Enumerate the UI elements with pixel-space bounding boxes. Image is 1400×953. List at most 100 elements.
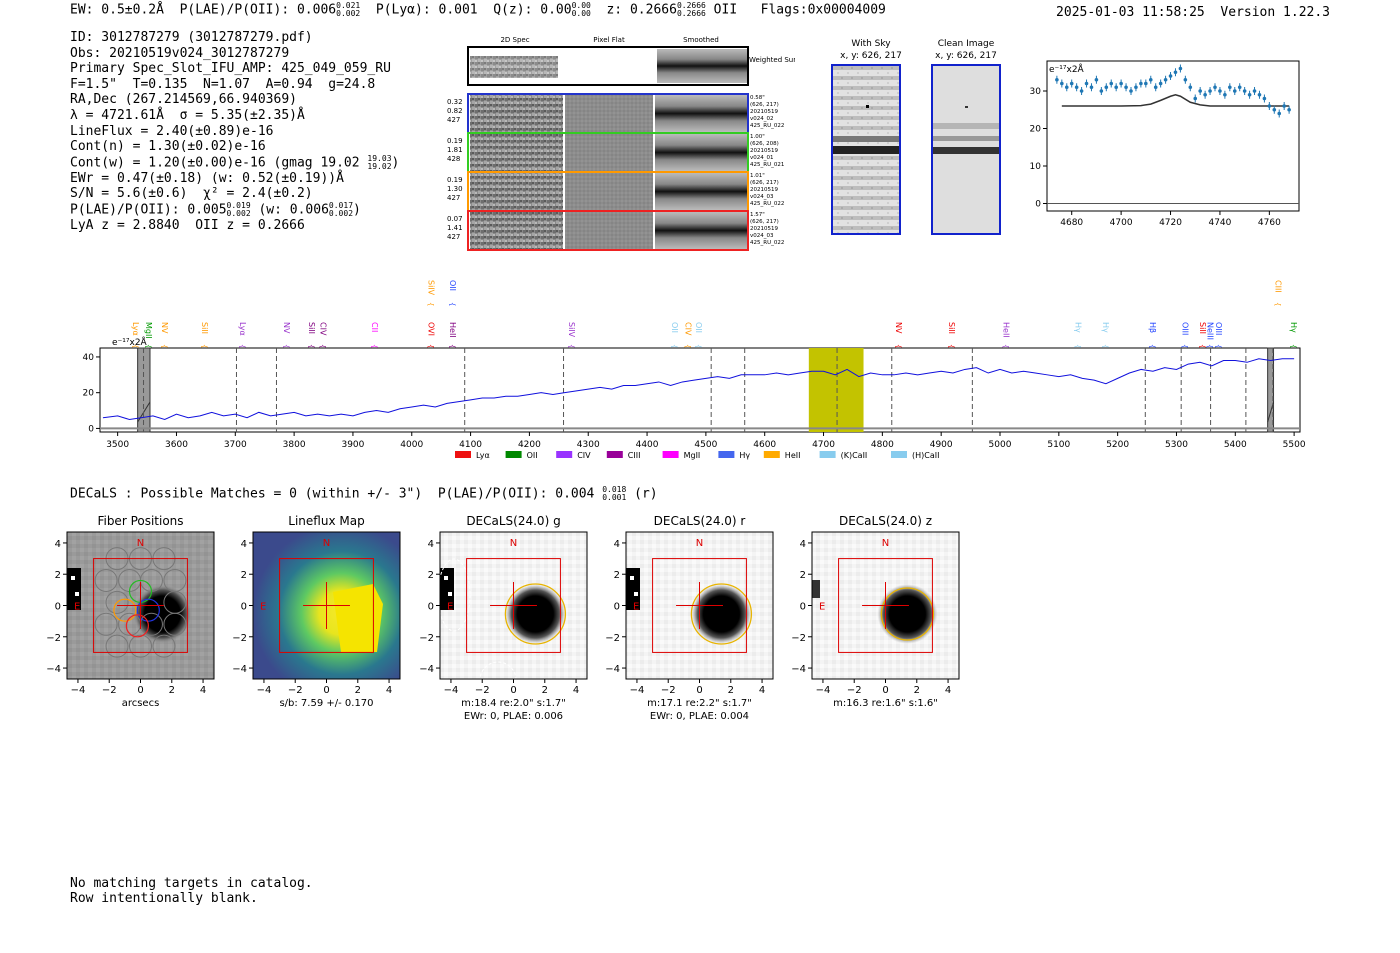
zoom-data-point xyxy=(1257,92,1262,97)
spectrum-xtick-label: 5200 xyxy=(1106,440,1129,450)
target-galaxy xyxy=(691,584,752,644)
zoom-ytick-label: 10 xyxy=(1030,162,1042,172)
panel-title: DECaLS(24.0) g xyxy=(466,514,560,528)
cutout-weight-2: 1.81 xyxy=(447,146,463,154)
header-summary: EW: 0.5±0.2Å P(LAE)/P(OII): 0.0060.021 0.… xyxy=(70,2,886,18)
z-value: z: 0.2666 xyxy=(606,2,677,18)
zoom-data-point xyxy=(1055,77,1059,82)
cutout-smoothed xyxy=(655,95,747,132)
spectrum-xtick-label: 3500 xyxy=(106,440,129,450)
zoom-data-point xyxy=(1252,89,1257,93)
line-label-brace: { xyxy=(426,344,434,348)
fiber-outline xyxy=(152,634,176,658)
neighbour-star xyxy=(626,568,640,610)
line-label-brace: { xyxy=(448,302,456,306)
fiber-outline xyxy=(163,612,187,636)
zoom-ytick-label: 0 xyxy=(1035,200,1041,210)
panel-ytick-label: 4 xyxy=(241,539,247,550)
zoom-data-point xyxy=(1223,92,1227,97)
panel-ytick-label: 4 xyxy=(800,539,806,550)
line-label-brace: { xyxy=(1073,344,1081,348)
qz-value: Q(z): 0.00 xyxy=(493,2,572,18)
weighted-sum-row: Weighted Sum xyxy=(467,46,795,86)
zoom-data-point xyxy=(1158,81,1163,86)
imaging-panels: Fiber Positions N E −4 −4 −2 −2 0 0 2 2 4 4 arcsecs Li… xyxy=(46,514,960,722)
footer-line-2: Row intentionally blank. xyxy=(70,891,258,906)
panel-ytick-label: 0 xyxy=(800,602,806,613)
panel-xtick-label: −4 xyxy=(71,685,86,696)
cutout-smoothed xyxy=(655,212,747,249)
weighted-sum-label: Weighted Sum xyxy=(749,56,795,64)
legend-label: HeII xyxy=(785,451,801,460)
cutout-stamp-2: (626, 217) xyxy=(750,102,779,108)
zoom-data-point xyxy=(1262,96,1267,101)
panel-xtick-label: −4 xyxy=(444,685,459,696)
line-label-Hγ: Hγ xyxy=(1289,322,1298,333)
line-label-brace: { xyxy=(144,344,152,348)
line-label-Hγ: Hγ xyxy=(1101,322,1110,333)
line-label-OII: OII xyxy=(448,280,457,291)
timestamp-version: 2025-01-03 11:58:25 Version 1.22.3 xyxy=(1056,5,1330,20)
zoom-fit-curve xyxy=(1061,93,1290,107)
cutout-stamp-2: (626, 217) xyxy=(750,180,779,186)
spectrum-units-label: e⁻¹⁷x2Å xyxy=(112,336,148,348)
image-panel: DECaLS(24.0) g N E −4 −4 −2 −2 0 0 2 2 4 4 m:18.4 re:… xyxy=(419,514,588,722)
line-label-CIV: CIV xyxy=(683,322,692,336)
panel-xtick-label: 0 xyxy=(323,685,329,696)
search-box xyxy=(93,558,188,653)
spectrum-xtick-label: 4300 xyxy=(577,440,600,450)
line-label-brace: { xyxy=(1206,344,1214,348)
cutout-weight-1: 0.07 xyxy=(447,215,463,223)
panel-xtick-label: 0 xyxy=(137,685,143,696)
north-label: N xyxy=(696,538,703,549)
timestamp: 2025-01-03 11:58:25 xyxy=(1056,5,1205,20)
flags-value: Flags:0x00004009 xyxy=(760,2,886,18)
line-label-brace: { xyxy=(683,344,691,348)
cutout-stamp-3: 20210519 xyxy=(750,109,778,115)
plae-range: 0.019 0.002 xyxy=(226,201,251,219)
line-label-brace: { xyxy=(370,344,378,348)
panel-ytick-label: −2 xyxy=(46,633,61,644)
legend-swatch xyxy=(505,451,522,458)
panel-xtick-label: −4 xyxy=(816,685,831,696)
zoom-data-point xyxy=(1173,70,1178,75)
zoom-ytick-label: 20 xyxy=(1030,125,1042,135)
image-panel: Fiber Positions N E −4 −4 −2 −2 0 0 2 2 4 4 arcsecs xyxy=(46,514,215,709)
aperture-ellipse xyxy=(504,583,567,645)
panel-caption-1: arcsecs xyxy=(122,698,160,709)
legend-swatch xyxy=(606,451,623,458)
cutout-weight-3: 427 xyxy=(447,116,460,124)
line-label-brace: { xyxy=(1180,344,1188,348)
zoom-data-point xyxy=(1129,89,1133,93)
cutout-stamp-5: 425_RU_022 xyxy=(750,201,784,207)
panel-xtick-label: −2 xyxy=(661,685,676,696)
panel-ytick-label: −4 xyxy=(791,664,806,675)
neighbour-star xyxy=(440,568,454,610)
fiber-highlight xyxy=(113,598,137,622)
fiber-highlight xyxy=(125,614,149,638)
cutout-weight-2: 1.41 xyxy=(447,224,463,232)
info-contn: Cont(n) = 1.30(±0.02)e-16 xyxy=(70,139,266,155)
zoom-data-point xyxy=(1228,85,1232,90)
cutout-stamp-5: 425_RU_021 xyxy=(750,162,784,168)
line-label-Lyα: Lyα xyxy=(131,322,140,336)
cutout-weight-1: 0.19 xyxy=(447,137,463,145)
spectrum-xtick-label: 4800 xyxy=(871,440,894,450)
cutout-weight-2: 1.30 xyxy=(447,185,463,193)
info-lineflux: LineFlux = 2.40(±0.89)e-16 xyxy=(70,123,274,139)
search-box xyxy=(652,558,747,653)
spectrum-xtick-label: 5500 xyxy=(1283,440,1306,450)
spectrum-xtick-label: 3600 xyxy=(165,440,188,450)
panel-title: DECaLS(24.0) r xyxy=(654,514,746,528)
target-galaxy xyxy=(877,584,938,644)
plae-w-range: 0.017 0.002 xyxy=(328,201,354,219)
info-obs: Obs: 20210519v024_3012787279 xyxy=(70,45,290,61)
panel-ytick-label: 4 xyxy=(614,539,620,550)
target-galaxy xyxy=(505,584,566,644)
info-ewr: EWr = 0.47(±0.18) (w: 0.52(±0.19))Å xyxy=(70,170,344,186)
cutout-stamp-5: 425_RU_022 xyxy=(750,123,784,129)
east-label: E xyxy=(260,602,266,613)
line-label-brace: { xyxy=(1214,344,1222,348)
line-label-brace: { xyxy=(319,344,327,348)
zoom-data-point xyxy=(1099,89,1104,93)
